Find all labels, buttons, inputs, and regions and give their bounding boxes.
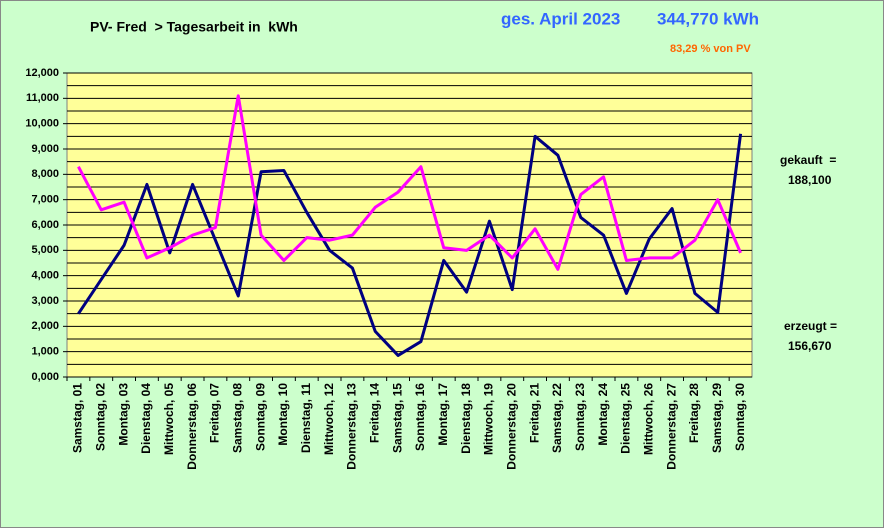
y-tick-label: 1,000: [31, 346, 59, 358]
y-tick-label: 2,000: [31, 320, 59, 332]
y-tick-label: 0,000: [31, 371, 59, 383]
x-tick-label: Freitag, 28: [687, 383, 701, 443]
x-tick-label: Freitag, 21: [527, 383, 541, 443]
x-tick-label: Sonntag, 02: [93, 383, 107, 451]
x-tick-label: Dienstag, 25: [619, 383, 633, 454]
produced-value: 156,670: [788, 339, 832, 353]
bought-value: 188,100: [788, 173, 832, 187]
x-tick-label: Montag, 03: [116, 383, 130, 446]
total: 344,770 kWh: [657, 9, 759, 28]
y-tick-label: 10,000: [25, 118, 59, 130]
produced-label: erzeugt =: [784, 319, 837, 333]
y-tick-label: 11,000: [26, 92, 59, 104]
bought-label: gekauft =: [780, 153, 836, 167]
x-tick-label: Sonntag, 23: [573, 383, 587, 451]
x-tick-label: Montag, 10: [276, 383, 290, 446]
y-tick-label: 3,000: [31, 295, 59, 307]
x-tick-label: Mittwoch, 05: [162, 383, 176, 455]
x-tick-label: Sonntag, 09: [253, 383, 267, 451]
x-tick-label: Donnerstag, 20: [504, 383, 518, 470]
x-tick-label: Montag, 17: [436, 383, 450, 446]
x-tick-label: Sonntag, 16: [413, 383, 427, 451]
x-tick-label: Mittwoch, 19: [482, 383, 496, 455]
x-tick-label: Dienstag, 18: [459, 383, 473, 454]
y-tick-label: 9,000: [31, 143, 59, 155]
x-tick-label: Sonntag, 30: [733, 383, 747, 451]
x-tick-label: Donnerstag, 27: [664, 383, 678, 470]
x-tick-label: Mittwoch, 26: [641, 383, 655, 455]
x-tick-label: Dienstag, 11: [299, 383, 313, 453]
x-tick-label: Freitag, 14: [367, 383, 381, 443]
y-tick-label: 8,000: [31, 168, 59, 180]
x-tick-label: Samstag, 08: [230, 383, 244, 453]
x-tick-label: Samstag, 22: [550, 383, 564, 453]
x-tick-label: Mittwoch, 12: [322, 383, 336, 455]
y-tick-label: 7,000: [31, 194, 59, 206]
y-tick-label: 4,000: [31, 270, 59, 282]
share: 83,29 % von PV: [670, 43, 751, 55]
y-tick-label: 6,000: [31, 219, 59, 231]
x-tick-label: Freitag, 07: [208, 383, 222, 443]
x-tick-label: Montag, 24: [596, 383, 610, 446]
x-tick-label: Samstag, 01: [71, 383, 85, 453]
series-line: [77, 94, 742, 271]
x-tick-label: Samstag, 29: [710, 383, 724, 453]
x-tick-label: Samstag, 15: [390, 383, 404, 453]
x-tick-label: Donnerstag, 13: [345, 383, 359, 470]
y-tick-label: 5,000: [31, 244, 59, 256]
chart-title: PV- Fred > Tagesarbeit in kWh: [90, 19, 298, 35]
series-line: [77, 133, 743, 357]
x-tick-label: Donnerstag, 06: [185, 383, 199, 470]
y-tick-label: 12,000: [25, 67, 59, 79]
x-tick-label: Dienstag, 04: [139, 383, 153, 454]
period: ges. April 2023: [501, 9, 620, 28]
